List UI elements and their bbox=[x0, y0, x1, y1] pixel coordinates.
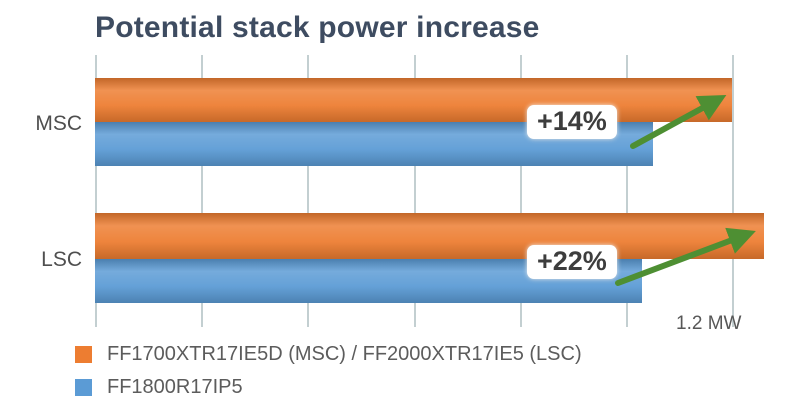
legend-item-orange: FF1700XTR17IE5D (MSC) / FF2000XTR17IE5 (… bbox=[75, 341, 582, 367]
increase-arrow-msc-icon bbox=[630, 94, 727, 149]
delta-badge-lsc: +22% bbox=[527, 245, 617, 279]
legend-label-blue: FF1800R17IP5 bbox=[107, 375, 243, 398]
delta-badge-msc: +14% bbox=[527, 105, 617, 139]
gridline bbox=[520, 55, 522, 327]
category-label-msc: MSC bbox=[35, 112, 82, 135]
chart-title: Potential stack power increase bbox=[95, 11, 540, 44]
axis-max-label: 1.2 MW bbox=[676, 313, 742, 334]
legend-item-blue: FF1800R17IP5 bbox=[75, 374, 582, 400]
gridline bbox=[732, 55, 734, 327]
gridline bbox=[414, 55, 416, 327]
bar-lsc-orange bbox=[95, 213, 764, 259]
gridline bbox=[626, 55, 628, 327]
legend-swatch-orange-icon bbox=[75, 345, 92, 363]
gridline bbox=[95, 55, 97, 327]
legend-swatch-blue-icon bbox=[75, 378, 92, 396]
gridline bbox=[307, 55, 309, 327]
increase-arrow-lsc-icon bbox=[615, 227, 756, 286]
bar-msc-orange bbox=[95, 78, 732, 122]
gridline bbox=[201, 55, 203, 327]
legend-label-orange: FF1700XTR17IE5D (MSC) / FF2000XTR17IE5 (… bbox=[107, 342, 582, 365]
category-label-lsc: LSC bbox=[41, 248, 82, 271]
legend: FF1700XTR17IE5D (MSC) / FF2000XTR17IE5 (… bbox=[75, 341, 582, 406]
bar-lsc-blue bbox=[95, 259, 642, 303]
